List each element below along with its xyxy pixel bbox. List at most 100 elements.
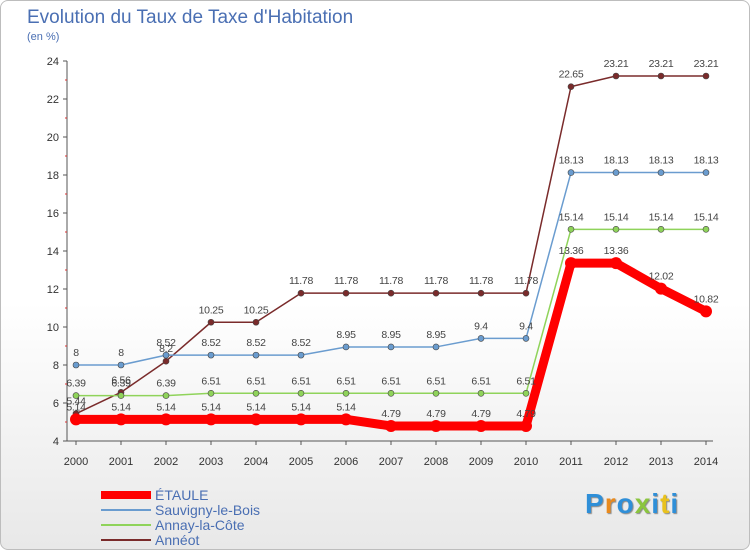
data-label: 6.51 [381,375,401,387]
y-tick-label: 12 [47,284,59,296]
data-point [72,392,80,399]
data-point [567,83,575,90]
data-point [475,419,487,432]
data-label: 13.36 [604,245,629,257]
data-point [657,169,665,176]
data-point [567,169,575,176]
y-tick-label: 4 [53,436,59,448]
data-label: 6.51 [336,375,356,387]
data-label: 9.4 [519,320,533,332]
data-label: 8.52 [246,337,266,349]
y-tick-label: 16 [47,208,59,220]
data-point [342,289,350,297]
legend-swatch [101,509,151,511]
data-label: 11.78 [424,275,448,287]
data-label: 5.14 [291,401,311,413]
legend-swatch [101,539,151,541]
logo-letter: r [604,488,617,519]
data-point [520,419,532,432]
logo-letter: x [634,488,652,519]
data-label: 18.13 [604,155,629,167]
data-label: 5.14 [66,401,86,413]
logo-letter: i [651,488,661,519]
data-label: 23.21 [694,58,719,70]
data-point [297,390,305,397]
data-point [702,72,710,80]
data-point [432,343,440,351]
data-label: 15.14 [559,211,584,223]
data-label: 4.79 [426,408,446,420]
x-tick-label: 2012 [604,456,628,468]
data-label: 8 [118,347,124,359]
data-label: 6.51 [201,375,221,387]
data-point [385,419,397,432]
data-label: 18.13 [559,155,584,167]
data-point [387,390,395,397]
data-label: 11.78 [334,275,358,287]
data-label: 8.52 [156,337,176,349]
data-label: 8.52 [291,337,311,349]
x-tick-label: 2013 [649,456,673,468]
data-point [612,169,620,176]
data-label: 6.51 [246,375,266,387]
data-point [612,226,620,233]
data-label: 5.14 [111,401,131,413]
data-label: 13.36 [559,245,584,257]
logo-letter: i [670,488,680,519]
data-point [522,335,530,342]
x-tick-label: 2002 [154,456,178,468]
axis-ticks: 4 6 8 10 12 14 16 18 20 22 24 2000 2001 2002 2003 2004 2… [47,56,718,468]
data-label: 23.21 [649,58,674,70]
data-point [162,351,170,359]
data-point [162,392,170,399]
data-label: 15.14 [649,211,674,223]
data-label: 8 [73,347,79,359]
data-point [432,289,440,297]
data-point [207,351,215,359]
x-tick-label: 2004 [244,456,268,468]
data-point [297,351,305,359]
data-label: 18.13 [649,155,674,167]
data-point [160,413,172,426]
x-tick-label: 2000 [64,456,88,468]
data-point [252,390,260,397]
logo-letter: o [616,488,635,519]
data-label: 23.21 [604,58,629,70]
data-point [205,413,217,426]
data-point [207,390,215,397]
data-point [522,390,530,397]
data-point [700,305,712,318]
x-tick-label: 2003 [199,456,223,468]
legend-item: Annéot [101,533,401,548]
data-point [655,282,667,295]
data-label: 5.44 [66,396,86,408]
data-point [477,390,485,397]
data-point [115,413,127,426]
data-point [702,226,710,233]
y-tick-label: 24 [47,56,59,68]
data-point [477,289,485,297]
data-point [610,257,622,270]
data-label: 10.25 [199,304,224,316]
data-point [567,226,575,233]
data-point [342,390,350,397]
data-label: 4.79 [471,408,491,420]
data-label: 5.14 [201,401,221,413]
legend-swatch [101,491,151,499]
x-tick-label: 2007 [379,456,403,468]
y-tick-label: 20 [47,132,59,144]
data-point [250,413,262,426]
data-label: 4.79 [516,408,536,420]
data-label: 12.02 [649,271,674,283]
y-tick-label: 18 [47,170,59,182]
data-point [207,318,215,326]
logo-letter: t [660,488,671,519]
data-label: 18.13 [694,155,719,167]
y-tick-label: 10 [47,322,59,334]
data-point [295,413,307,426]
data-label: 8.95 [381,329,401,341]
data-label: 6.39 [111,378,131,390]
data-label: 4.79 [381,408,401,420]
